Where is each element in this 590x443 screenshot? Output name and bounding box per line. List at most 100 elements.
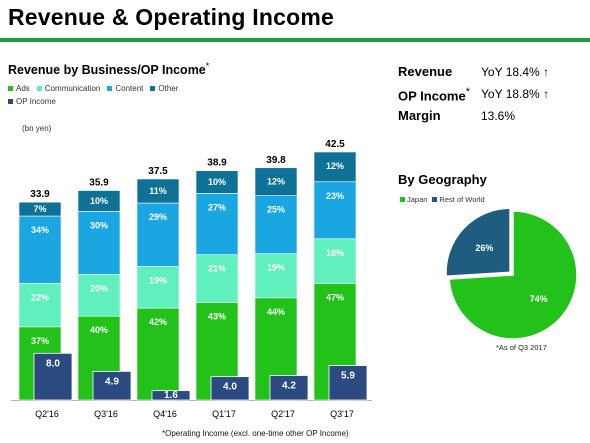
segment-percent-label: 7%	[33, 204, 46, 214]
kpi-op-income-label: OP Income*	[398, 86, 470, 103]
legend-swatch-content	[107, 86, 113, 91]
bar-segment-other	[18, 201, 62, 217]
kpi-revenue-label: Revenue	[398, 64, 452, 79]
revenue-total-label: 42.5	[325, 139, 345, 150]
segment-percent-label: 37%	[31, 336, 49, 346]
up-arrow-icon: ↑	[543, 65, 550, 79]
op-income-bar	[92, 371, 132, 401]
legend-communication: Communication	[36, 84, 101, 93]
legend-other: Other	[150, 84, 178, 93]
x-tick-label: Q2'17	[271, 409, 295, 419]
footnote: *Operating Income (excl. one-time other …	[162, 429, 349, 438]
kpi-margin-label-text: Margin	[398, 108, 441, 123]
segment-percent-label: 22%	[31, 292, 49, 302]
legend-label-communication: Communication	[44, 84, 101, 93]
op-income-label: 1.6	[164, 390, 178, 401]
op-income-label: 4.9	[105, 376, 119, 387]
x-tick-label: Q4'16	[153, 409, 177, 419]
op-income-bar	[33, 352, 73, 401]
segment-percent-label: 30%	[90, 220, 108, 230]
legend-swatch-japan	[400, 197, 405, 202]
kpi-op-income-label-text: OP Income	[398, 88, 466, 104]
segment-percent-label: 12%	[267, 177, 285, 187]
bar-segment-other	[313, 151, 357, 183]
bar-legend-row-2: OP Income	[8, 97, 63, 106]
bar-chart-title-mark: *	[205, 61, 210, 71]
bar-segment-content	[313, 181, 357, 240]
legend-op-income: OP Income	[8, 97, 56, 106]
kpi-margin-value: 13.6%	[481, 109, 515, 123]
segment-percent-label: 21%	[208, 264, 226, 274]
segment-percent-label: 10%	[90, 196, 108, 206]
legend-label-rest-of-world: Rest of World	[439, 195, 485, 204]
segment-percent-label: 29%	[149, 212, 167, 222]
legend-swatch-other	[150, 86, 156, 91]
kpi-revenue-value: YoY 18.4% ↑	[481, 65, 549, 79]
legend-swatch-op-income	[8, 99, 13, 104]
segment-percent-label: 12%	[326, 161, 344, 171]
bar-chart-title-text: Revenue by Business/OP Income	[8, 63, 206, 78]
kpi-revenue-value-text: YoY 18.4%	[481, 65, 540, 79]
kpi-margin-value-text: 13.6%	[481, 109, 516, 123]
x-tick-label: Q2'16	[35, 409, 59, 419]
segment-percent-label: 44%	[267, 307, 285, 317]
pie-slice-label: 74%	[530, 294, 548, 304]
bar-segment-ads	[136, 307, 180, 401]
legend-japan: Japan	[400, 195, 427, 204]
x-tick-label: Q1'17	[212, 409, 236, 419]
pie-slice-label: 26%	[475, 243, 493, 253]
revenue-total-label: 33.9	[30, 189, 50, 200]
bar-segment-communication	[77, 274, 121, 317]
kpi-op-income-value: YoY 18.8% ↑	[481, 87, 549, 101]
segment-percent-label: 42%	[149, 317, 167, 327]
segment-percent-label: 25%	[267, 205, 285, 215]
bar-legend-row-1: Ads Communication Content Other	[8, 84, 185, 93]
segment-percent-label: 27%	[208, 202, 226, 212]
segment-percent-label: 11%	[149, 186, 167, 196]
op-income-label: 8.0	[46, 358, 60, 369]
slide-title: Revenue & Operating Income	[8, 4, 334, 30]
segment-percent-label: 34%	[31, 225, 49, 235]
legend-swatch-ads	[8, 86, 13, 91]
revenue-total-label: 37.5	[148, 166, 168, 177]
x-tick-label: Q3'17	[330, 409, 354, 419]
segment-percent-label: 43%	[208, 311, 226, 321]
bar-segment-other	[136, 178, 180, 204]
bar-segment-content	[136, 202, 180, 267]
bar-segment-communication	[313, 238, 357, 284]
x-tick-label: Q3'16	[94, 409, 118, 419]
kpi-op-income-value-text: YoY 18.8%	[481, 87, 540, 101]
unit-label: (bn yen)	[22, 124, 52, 133]
segment-percent-label: 47%	[326, 292, 344, 302]
bar-segment-communication	[136, 266, 180, 309]
kpi-revenue-label-text: Revenue	[398, 64, 453, 79]
kpi-op-income-mark: *	[465, 86, 470, 98]
segment-percent-label: 19%	[149, 276, 167, 286]
segment-percent-label: 19%	[267, 263, 285, 273]
legend-swatch-communication	[36, 86, 42, 91]
bar-chart-title: Revenue by Business/OP Income*	[8, 61, 209, 77]
revenue-total-label: 39.8	[266, 155, 286, 166]
op-income-bar	[328, 365, 368, 401]
bar-segment-content	[195, 193, 239, 256]
segment-percent-label: 20%	[90, 283, 108, 293]
bar-segment-communication	[254, 253, 298, 299]
op-income-bar	[269, 375, 309, 401]
segment-percent-label: 18%	[326, 248, 344, 258]
legend-label-content: Content	[115, 84, 144, 93]
bar-segment-communication	[18, 282, 62, 328]
legend-label-other: Other	[158, 84, 179, 93]
revenue-total-label: 38.9	[207, 158, 227, 169]
legend-content: Content	[107, 84, 143, 93]
legend-ads: Ads	[8, 84, 30, 93]
geo-chart-title: By Geography	[398, 172, 487, 187]
legend-swatch-rest-of-world	[432, 197, 438, 202]
bar-segment-content	[18, 215, 62, 284]
op-income-bar	[151, 390, 191, 401]
op-income-label: 4.0	[223, 382, 237, 393]
bar-segment-content	[254, 195, 298, 254]
pie-slice-japan	[448, 210, 578, 340]
legend-label-op-income: OP Income	[16, 97, 56, 106]
